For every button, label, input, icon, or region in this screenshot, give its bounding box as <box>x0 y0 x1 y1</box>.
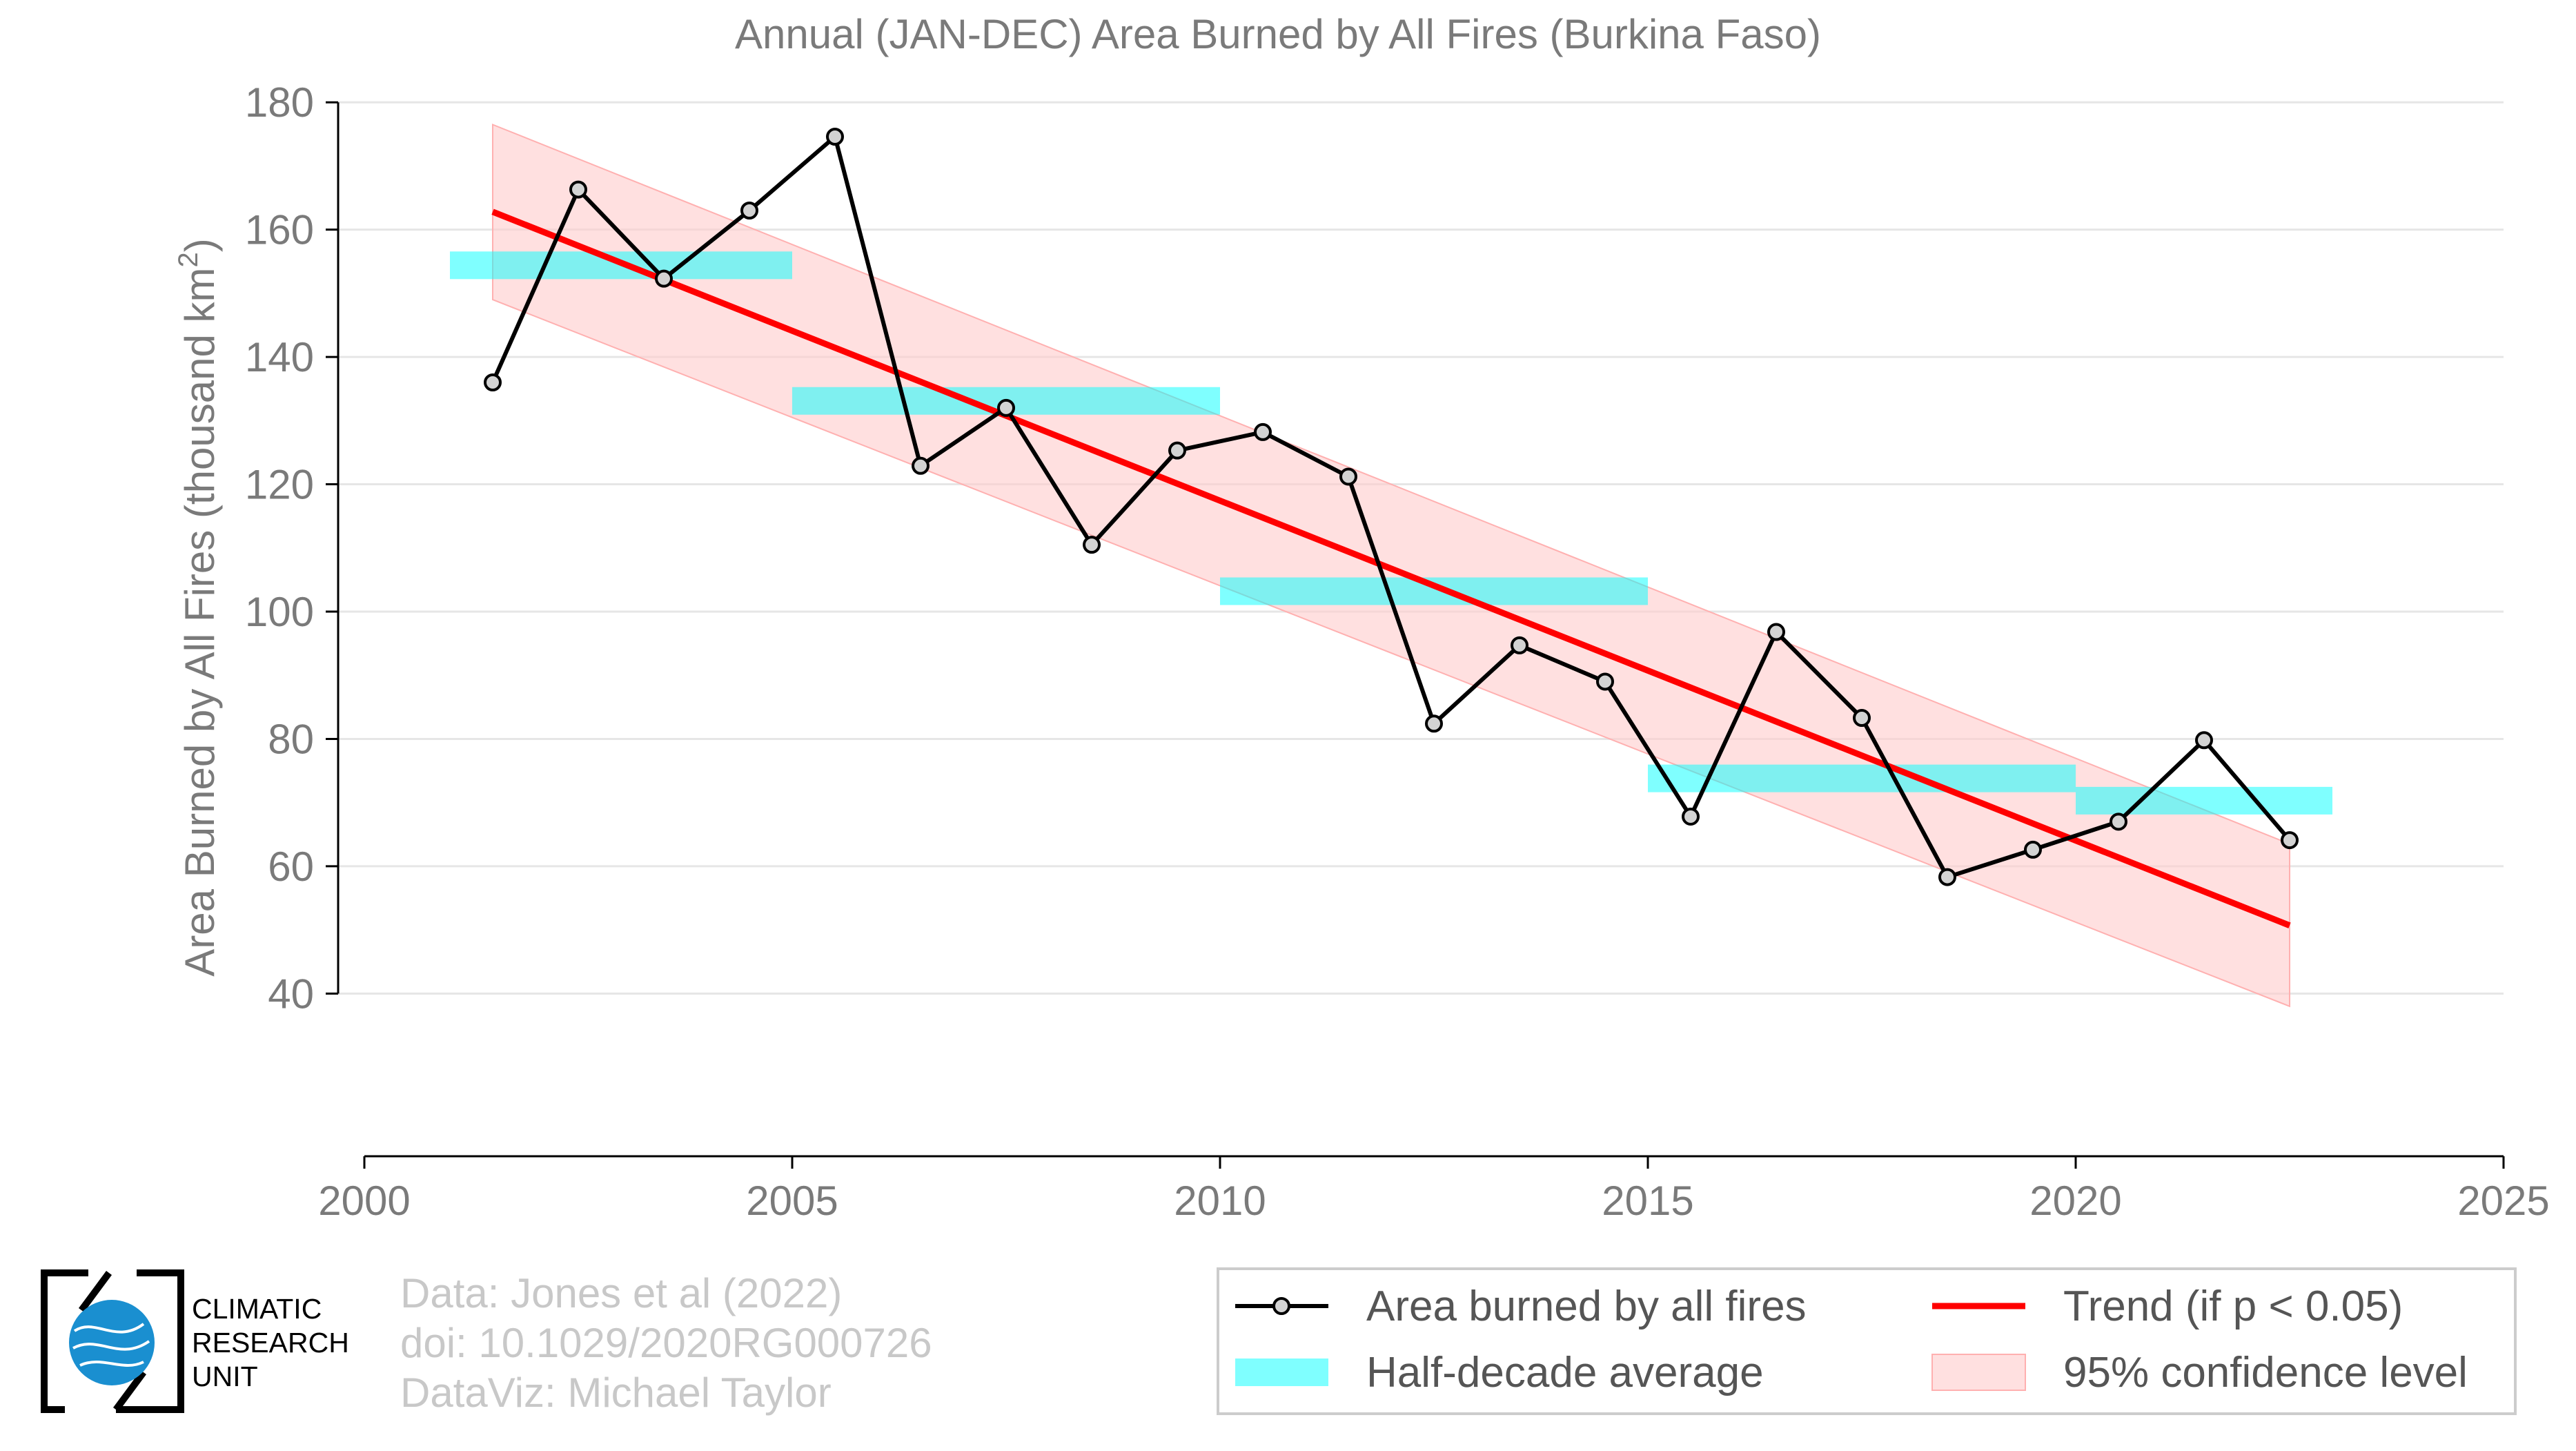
logo-text: CLIMATIC RESEARCH UNIT <box>192 1292 349 1394</box>
legend-label-confidence: 95% confidence level <box>2063 1349 2468 1396</box>
legend-label-series: Area burned by all fires <box>1366 1283 1807 1330</box>
data-series <box>484 128 2299 886</box>
data-point <box>1767 623 1785 641</box>
logo-line-2: RESEARCH <box>192 1327 349 1359</box>
legend-series-marker <box>1272 1297 1290 1315</box>
y-tick-label: 40 <box>268 971 314 1017</box>
legend: Area burned by all fires Trend (if p < 0.… <box>1217 1267 2517 1415</box>
y-tick-label: 100 <box>245 589 314 635</box>
x-tick-label: 2000 <box>318 1178 410 1224</box>
data-point <box>1425 714 1443 733</box>
data-point <box>1339 467 1357 486</box>
y-tick-label: 160 <box>245 207 314 253</box>
y-tick-label: 120 <box>245 462 314 508</box>
x-tick-label: 2005 <box>746 1178 838 1224</box>
credit-dataviz: DataViz: Michael Taylor <box>400 1370 832 1416</box>
x-tick-label: 2020 <box>2029 1178 2121 1224</box>
data-point <box>2024 840 2042 859</box>
logo-line-1: CLIMATIC <box>192 1293 322 1325</box>
half-decade-bar <box>2076 786 2332 815</box>
data-point <box>1853 709 1871 728</box>
axes: 40 60 80 100 120 140 160 180 2000 2005 2010 2015 202… <box>245 79 2550 1224</box>
series-line <box>491 135 2292 879</box>
data-point <box>912 456 930 475</box>
data-point <box>997 398 1015 417</box>
half-decade-bar <box>1220 577 1648 605</box>
data-point <box>569 180 587 199</box>
y-axis-label-tail: ) <box>177 238 223 252</box>
legend-box <box>1217 1267 2517 1415</box>
data-point <box>2281 831 2299 850</box>
data-point <box>1682 807 1700 826</box>
y-tick-label: 180 <box>245 79 314 126</box>
x-tick-label: 2015 <box>1602 1178 1693 1224</box>
cru-logo: CLIMATIC RESEARCH UNIT <box>40 1269 364 1414</box>
data-point <box>484 373 502 391</box>
data-point <box>1596 672 1614 691</box>
globe-icon <box>41 1269 184 1413</box>
y-axis-label-sup: 2 <box>173 252 204 267</box>
data-point <box>826 128 844 146</box>
x-tick-label: 2010 <box>1174 1178 1266 1224</box>
legend-halfdec-swatch <box>1235 1359 1328 1386</box>
data-point <box>1168 441 1186 460</box>
data-point <box>1511 636 1528 654</box>
y-tick-label: 60 <box>268 844 314 890</box>
trend-line-group <box>491 208 2291 928</box>
credit-data: Data: Jones et al (2022) <box>400 1270 843 1316</box>
data-point <box>740 202 758 220</box>
legend-confidence-swatch <box>1931 1354 2026 1391</box>
chart-title: Annual (JAN-DEC) Area Burned by All Fire… <box>735 11 1821 57</box>
credits: Data: Jones et al (2022) doi: 10.1029/20… <box>400 1269 932 1418</box>
y-axis-label-main: Area Burned by All Fires (thousand km <box>177 268 223 977</box>
trend-line <box>491 208 2291 928</box>
data-point <box>1254 422 1272 441</box>
data-point <box>1938 868 1956 886</box>
logo-line-3: UNIT <box>192 1361 258 1392</box>
legend-label-halfdec: Half-decade average <box>1366 1349 1764 1396</box>
data-point <box>2195 731 2213 750</box>
data-point <box>2110 812 2127 831</box>
y-tick-label: 80 <box>268 716 314 762</box>
legend-label-trend: Trend (if p < 0.05) <box>2063 1283 2403 1330</box>
half-decade-bar <box>1648 764 2076 792</box>
credit-doi: doi: 10.1029/2020RG000726 <box>400 1320 932 1366</box>
x-tick-label: 2025 <box>2457 1178 2549 1224</box>
half-decade-bars <box>450 251 2332 815</box>
y-tick-label: 140 <box>245 334 314 380</box>
data-point <box>1083 536 1101 554</box>
y-axis-label: Area Burned by All Fires (thousand km2) <box>173 238 223 976</box>
data-point <box>655 269 673 288</box>
